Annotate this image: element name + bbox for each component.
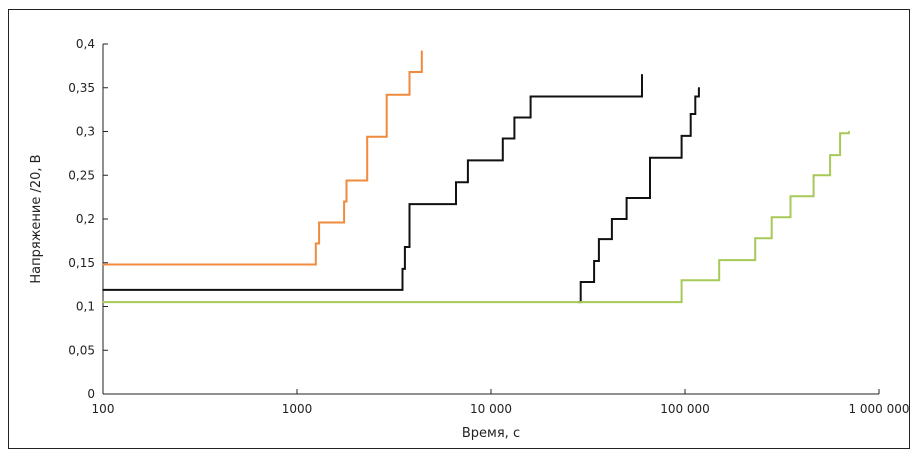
y-tick-label: 0	[87, 387, 95, 401]
y-tick-label: 0,35	[68, 81, 95, 95]
data-point	[404, 246, 406, 248]
y-tick-label: 0,25	[68, 168, 95, 182]
series-line	[103, 132, 849, 303]
x-axis-title: Время, с	[462, 426, 520, 441]
data-point	[402, 268, 404, 270]
x-tick-label: 1 000 000	[848, 402, 909, 416]
data-point	[690, 113, 692, 115]
data-point	[315, 243, 317, 245]
series-line	[578, 88, 699, 302]
data-point	[611, 218, 613, 220]
y-tick-label: 0,4	[76, 37, 95, 51]
data-point	[641, 74, 643, 76]
data-point	[409, 71, 411, 73]
axes	[103, 44, 879, 394]
y-axis-title: Напряжение /20, В	[29, 154, 44, 283]
data-point	[312, 264, 314, 266]
data-point	[467, 160, 469, 162]
y-ticks: 0 0,05 0,1 0,15 0,2 0,25 0,3 0,35 0,4	[68, 37, 108, 401]
data-point	[694, 96, 696, 98]
data-point	[839, 132, 841, 134]
data-point	[355, 289, 357, 291]
data-point	[341, 222, 343, 224]
y-tick-label: 0,15	[68, 256, 95, 270]
data-point	[813, 174, 815, 176]
data-point	[790, 195, 792, 197]
data-point	[102, 301, 104, 303]
series-line	[103, 51, 422, 265]
data-point	[343, 201, 345, 203]
x-tick-label: 100	[92, 402, 115, 416]
data-point	[754, 237, 756, 239]
data-point	[829, 154, 831, 156]
y-tick-label: 0,1	[76, 300, 95, 314]
data-point	[681, 135, 683, 137]
data-point	[421, 50, 423, 52]
data-point	[718, 259, 720, 261]
data-point	[681, 279, 683, 281]
x-ticks: 100 1000 10 000 100 000 1 000 000	[92, 389, 910, 416]
x-tick-label: 10 000	[470, 402, 512, 416]
data-point	[771, 216, 773, 218]
data-point	[598, 238, 600, 240]
data-point	[626, 197, 628, 199]
data-point	[102, 264, 104, 266]
data-point	[455, 181, 457, 183]
y-tick-label: 0,3	[76, 125, 95, 139]
data-point	[102, 289, 104, 291]
data-point	[649, 157, 651, 159]
x-tick-label: 100 000	[660, 402, 710, 416]
y-tick-label: 0,2	[76, 212, 95, 226]
data-point	[580, 281, 582, 283]
data-point	[386, 94, 388, 96]
data-point	[698, 87, 700, 89]
data-point	[514, 117, 516, 119]
data-point	[502, 138, 504, 140]
y-tick-label: 0,05	[68, 343, 95, 357]
data-point	[848, 131, 850, 133]
data-point	[593, 260, 595, 262]
series-line	[103, 75, 642, 290]
data-point	[450, 203, 452, 205]
data-point	[530, 96, 532, 98]
data-point	[366, 136, 368, 138]
data-point	[346, 180, 348, 182]
data-point	[409, 203, 411, 205]
x-tick-label: 1000	[282, 402, 313, 416]
plot-area	[102, 50, 850, 303]
data-point	[675, 301, 677, 303]
data-point	[318, 222, 320, 224]
